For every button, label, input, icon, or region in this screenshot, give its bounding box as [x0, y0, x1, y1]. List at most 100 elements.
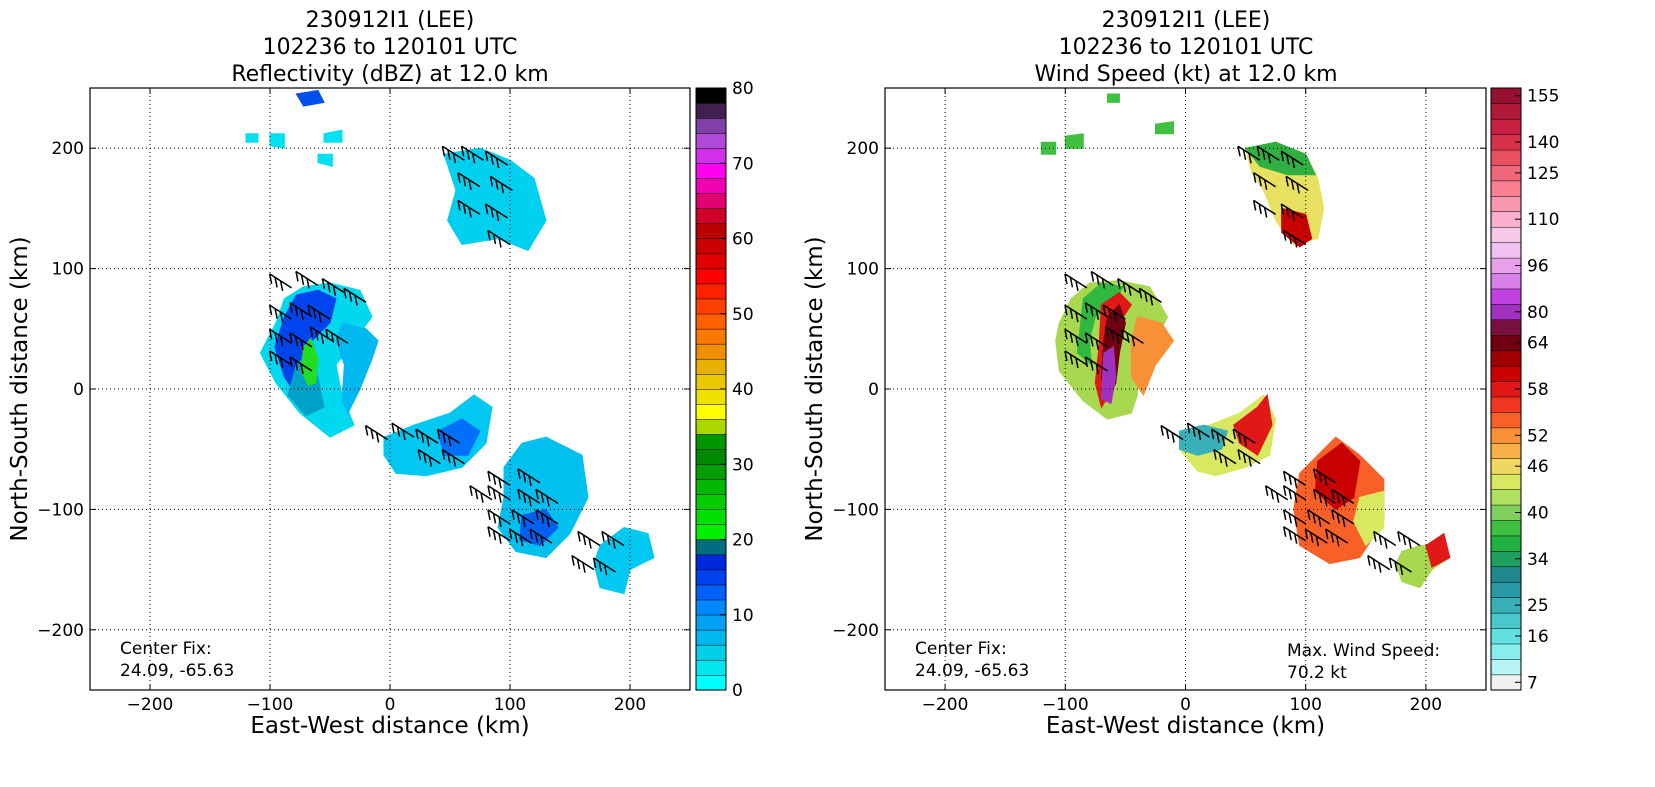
- wind-barb-feather: [1315, 535, 1320, 547]
- wind-barb-feather: [279, 336, 284, 347]
- wind-barb: [1282, 509, 1307, 527]
- wind-barb-feather: [307, 305, 311, 316]
- wind-barb: [601, 530, 625, 549]
- wind-barb: [1304, 528, 1328, 547]
- colorbar-segment: [1490, 195, 1522, 213]
- wind-barb-feather: [1064, 305, 1068, 316]
- colorbar-tick-label: 80: [732, 79, 754, 99]
- wind-barb-feather: [1310, 532, 1314, 543]
- wind-barb-feather: [457, 200, 461, 211]
- wind-barb-feather: [1064, 329, 1068, 340]
- data-layer: [1040, 93, 1451, 589]
- colorbar-segment: [695, 283, 727, 300]
- wind-barb-feather: [423, 453, 427, 464]
- colorbar-tick-label: 10: [732, 606, 754, 626]
- wind-barb-feather: [1105, 326, 1109, 337]
- colorbar-segment: [695, 87, 727, 104]
- wind-barb-feather: [484, 150, 489, 162]
- colorbar-segment: [1490, 288, 1522, 305]
- colorbar-segment: [695, 494, 727, 510]
- wind-barb-feather: [318, 312, 322, 323]
- wind-barb: [484, 203, 509, 222]
- colorbar-tick-label: 16: [1527, 627, 1549, 647]
- wind-barb-feather: [1312, 513, 1316, 524]
- wind-barb-feather: [452, 153, 457, 164]
- wind-barb-feather: [295, 271, 299, 282]
- colorbar-segment: [695, 147, 727, 164]
- wind-barb-feather: [522, 472, 527, 483]
- wind-barb-feather: [1282, 471, 1287, 482]
- wind-barb-feather: [1288, 530, 1292, 541]
- wind-barb-feather: [1318, 492, 1322, 504]
- wind-barb-feather: [375, 432, 380, 443]
- colorbar-segment: [695, 253, 727, 270]
- wind-barb: [364, 424, 389, 443]
- wind-barb: [1232, 428, 1256, 447]
- y-tick-label: −200: [37, 621, 84, 641]
- colorbar-segment: [695, 343, 727, 360]
- wind-barb-feather: [1252, 200, 1257, 211]
- wind-barb-feather: [1282, 509, 1287, 520]
- colorbar-segment: [695, 208, 727, 224]
- colorbar-tick-label: 155: [1527, 87, 1559, 107]
- wind-barb-feather: [1210, 429, 1215, 440]
- y-tick-label: 200: [847, 139, 879, 159]
- wind-barb-feather: [1378, 534, 1383, 546]
- y-tick-label: 200: [52, 139, 84, 159]
- wind-barb-feather: [1069, 277, 1074, 288]
- wind-barb: [321, 278, 345, 296]
- grid: [885, 88, 1486, 690]
- wind-barb-feather: [1069, 354, 1074, 365]
- colorbar-tick-label: 125: [1527, 164, 1559, 184]
- colorbar-segment: [695, 599, 727, 616]
- wind-barb-feather: [1144, 291, 1148, 302]
- wind-barb-feather: [315, 330, 319, 341]
- wind-barb-feather: [1324, 496, 1328, 507]
- colorbar-segment: [695, 539, 727, 556]
- wind-barb-feather: [546, 496, 550, 507]
- wind-barb-feather: [511, 509, 515, 520]
- wind-barb-feather: [1165, 428, 1170, 440]
- wind-barb: [1264, 485, 1289, 503]
- wind-barb-feather: [1248, 153, 1252, 164]
- colorbar-segment: [1490, 489, 1522, 506]
- wind-barb-feather: [327, 282, 331, 293]
- wind-barb-feather: [1330, 532, 1335, 543]
- wind-barb-feather: [1237, 146, 1241, 157]
- wind-barb-feather: [1095, 339, 1100, 351]
- wind-barb: [1282, 485, 1307, 503]
- wind-barb-feather: [1282, 485, 1287, 496]
- colorbar-tick-label: 40: [732, 380, 754, 400]
- colorbar-segment: [1490, 519, 1522, 537]
- wind-barb: [1325, 528, 1349, 547]
- colorbar-segment: [695, 238, 727, 255]
- wind-barb: [289, 356, 313, 375]
- colorbar-segment: [1490, 350, 1522, 367]
- wind-barb-feather: [274, 308, 278, 319]
- wind-barb: [1138, 287, 1162, 306]
- wind-barb: [469, 485, 493, 503]
- wind-barb-feather: [528, 496, 532, 507]
- wind-barb: [517, 488, 541, 507]
- data-region-inner-arc: [335, 322, 379, 415]
- center-fix-annotation: 24.09, -65.63: [915, 661, 1029, 681]
- wind-barb-feather: [582, 534, 587, 546]
- wind-barb: [508, 528, 533, 547]
- colorbar-tick-label: 30: [732, 455, 754, 475]
- colorbar-tick-label: 80: [1527, 303, 1549, 323]
- max-wind-annotation: Max. Wind Speed:: [1287, 641, 1440, 661]
- wind-barb-feather: [1149, 295, 1154, 306]
- colorbar-segment: [695, 268, 727, 285]
- wind-barb-feather: [1252, 172, 1257, 183]
- wind-barb-feather: [325, 329, 329, 340]
- wind-barb-feather: [1095, 363, 1100, 375]
- wind-barb-feather: [336, 336, 340, 347]
- colorbar-segment: [695, 298, 727, 315]
- data-region-nw-cell: [295, 89, 325, 107]
- wind-barb-feather: [312, 308, 317, 319]
- wind-barb: [289, 332, 313, 351]
- colorbar-segment: [1490, 442, 1522, 460]
- wind-barb-feather: [1291, 157, 1296, 169]
- wind-barb-feather: [490, 154, 494, 165]
- wind-barb: [1117, 278, 1141, 296]
